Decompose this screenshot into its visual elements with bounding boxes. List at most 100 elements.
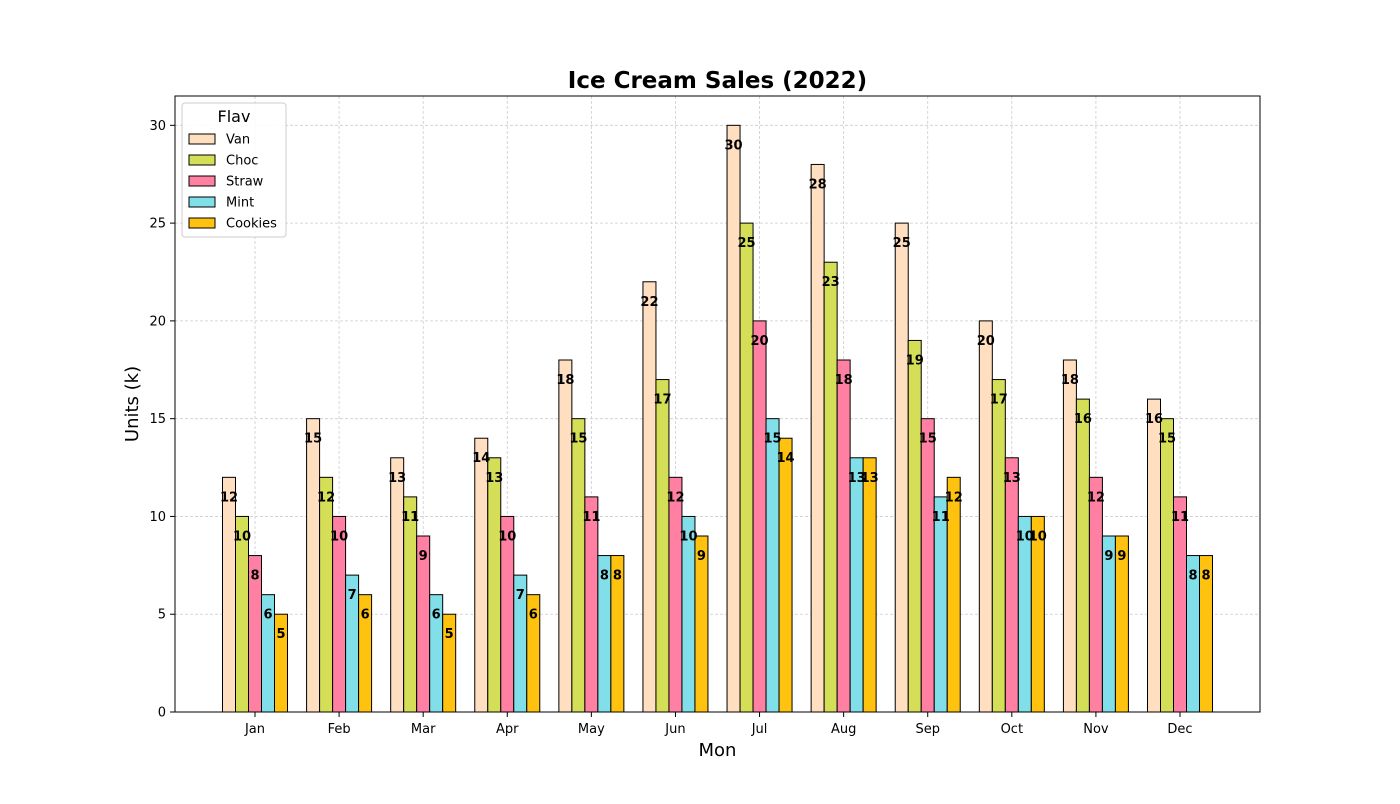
bar-cookies: [1030, 515, 1045, 713]
legend-label: Van: [226, 133, 250, 148]
bar-van: [726, 124, 741, 713]
bar-van: [306, 418, 321, 713]
bar-choc: [739, 222, 754, 713]
bar-value-label: 23: [822, 275, 840, 290]
legend: Flav Van Choc Straw Mint Cookies: [181, 102, 287, 238]
y-axis-label: Units (k): [122, 366, 143, 442]
bar-value-label: 15: [304, 432, 322, 447]
bar-value-label: 8: [613, 569, 622, 584]
legend-swatch-van: [188, 133, 216, 145]
bar-value-label: 15: [569, 432, 587, 447]
bar-straw: [752, 320, 767, 713]
legend-label: Choc: [226, 154, 258, 169]
bar-value-label: 5: [276, 627, 285, 642]
bar-choc: [235, 515, 249, 713]
bar-choc: [907, 339, 922, 713]
bar-value-label: 7: [348, 588, 357, 603]
bar-choc: [1075, 398, 1090, 713]
bar-mint: [1017, 515, 1032, 713]
axes-layer: 0 5 10 15 20 25 30 Jan Feb Mar Apr May Jun Jul Aug Sep O…: [149, 119, 1192, 737]
bar-value-label: 13: [848, 471, 866, 486]
bar-value-label: 8: [250, 569, 259, 584]
legend-items: Van Choc Straw Mint Cookies: [188, 133, 277, 232]
bar-value-label: 25: [737, 236, 755, 251]
bar-value-label: 16: [1074, 412, 1092, 427]
bar-value-label: 13: [861, 471, 879, 486]
bar-labels-layer: 12 15 13 14 18 22 30 28 25 20 18 16 10 12 11 13 15 17 25 23…: [220, 138, 1211, 642]
bar-straw: [836, 359, 851, 713]
bar-straw: [332, 515, 347, 713]
bar-cookies: [862, 457, 877, 713]
x-axis-label: Mon: [699, 740, 737, 761]
bar-cookies: [778, 437, 793, 713]
bar-value-label: 13: [485, 471, 503, 486]
bar-value-label: 9: [697, 549, 706, 564]
legend-swatch-cookies: [188, 217, 216, 229]
y-tick-label: 25: [149, 217, 166, 232]
bar-value-label: 12: [666, 490, 684, 505]
bar-value-label: 15: [763, 432, 781, 447]
bar-value-label: 17: [653, 393, 671, 408]
bar-value-label: 12: [945, 490, 963, 505]
x-tick-label: Aug: [831, 722, 856, 737]
y-tick-label: 10: [149, 510, 166, 525]
x-tick-label: Jul: [751, 722, 768, 737]
bar-value-label: 30: [724, 138, 742, 153]
bar-value-label: 18: [835, 373, 853, 388]
bar-value-label: 6: [529, 608, 538, 623]
bar-straw: [500, 515, 515, 713]
bar-choc: [319, 476, 334, 713]
bar-value-label: 20: [977, 334, 995, 349]
x-tick-label: Jun: [664, 722, 685, 737]
legend-title: Flav: [218, 107, 251, 126]
bar-van: [810, 163, 825, 713]
grid-layer: [175, 96, 1260, 713]
bar-value-label: 12: [220, 490, 238, 505]
bar-choc: [487, 457, 502, 713]
bar-value-label: 10: [498, 529, 516, 544]
bar-value-label: 12: [1087, 490, 1105, 505]
bar-value-label: 6: [432, 608, 441, 623]
x-tick-label: Dec: [1167, 722, 1192, 737]
bar-straw: [668, 476, 683, 713]
bar-value-label: 11: [932, 510, 950, 525]
bar-straw: [1004, 457, 1019, 713]
bar-straw: [584, 496, 599, 713]
bar-choc: [991, 379, 1006, 713]
x-tick-label: Mar: [411, 722, 436, 737]
bar-value-label: 19: [906, 353, 924, 368]
bar-van: [642, 281, 657, 713]
bar-van: [390, 457, 405, 713]
y-tick-label: 30: [149, 119, 166, 134]
x-tick-label: May: [578, 722, 605, 737]
x-tick-label: Oct: [1001, 722, 1023, 737]
y-tick-label: 20: [149, 314, 166, 329]
bar-mint: [849, 457, 864, 713]
bar-value-label: 22: [640, 295, 658, 310]
bar-value-label: 9: [1117, 549, 1126, 564]
bar-choc: [823, 261, 838, 713]
bar-value-label: 7: [516, 588, 525, 603]
bar-value-label: 14: [776, 451, 794, 466]
bar-value-label: 11: [1171, 510, 1189, 525]
bar-value-label: 5: [445, 627, 454, 642]
bar-value-label: 10: [233, 529, 251, 544]
legend-swatch-mint: [188, 196, 216, 208]
y-tick-label: 0: [158, 706, 166, 721]
bar-straw: [1088, 476, 1103, 713]
bar-value-label: 8: [1188, 569, 1197, 584]
bar-choc: [1160, 418, 1174, 713]
legend-label: Straw: [226, 175, 264, 190]
bar-straw: [920, 418, 935, 713]
bar-choc: [403, 496, 418, 713]
chart-title: Ice Cream Sales (2022): [568, 68, 867, 94]
bars-layer: [222, 124, 1213, 713]
bar-value-label: 13: [388, 471, 406, 486]
bar-value-label: 28: [809, 177, 827, 192]
legend-label: Cookies: [226, 217, 277, 232]
bar-van: [222, 476, 236, 713]
bar-value-label: 13: [1003, 471, 1021, 486]
legend-swatch-straw: [188, 175, 216, 187]
